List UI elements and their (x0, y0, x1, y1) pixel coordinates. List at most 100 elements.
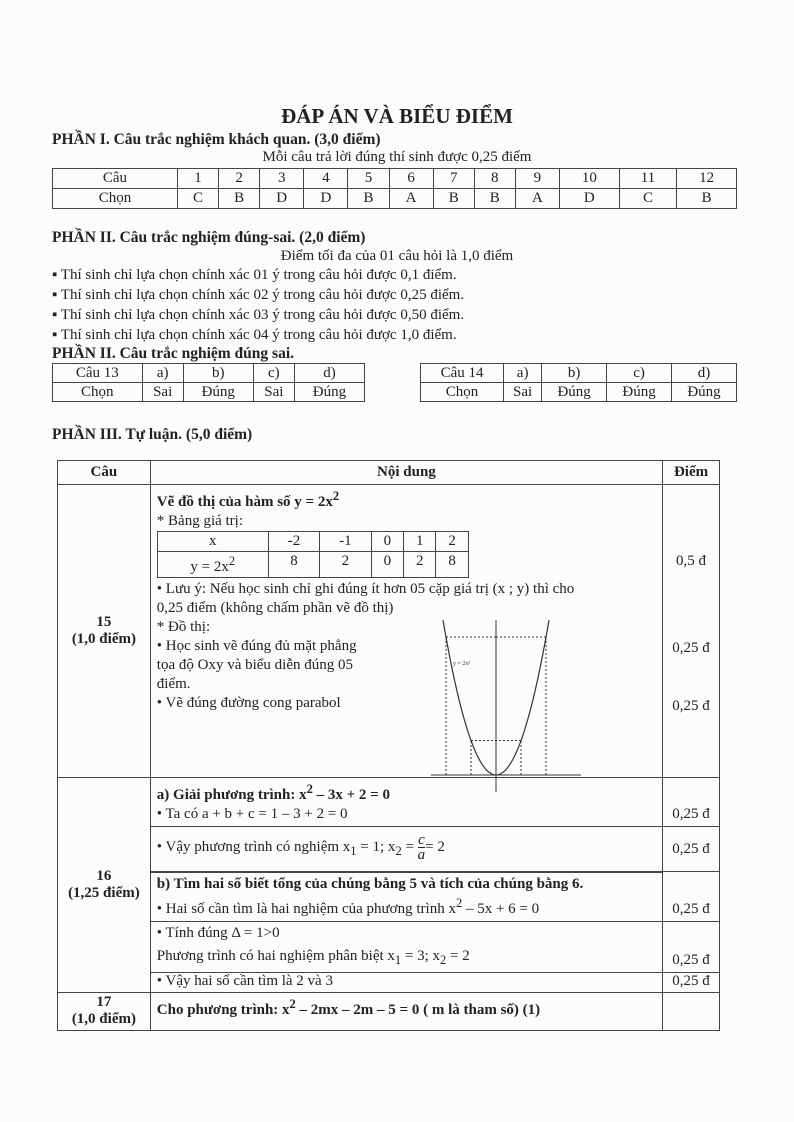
rule: ▪ Thí sinh chỉ lựa chọn chính xác 03 ý t… (52, 307, 465, 323)
q15-bullet-2: • Vẽ đúng đường cong parabol (156, 695, 341, 711)
y-value: 2 (402, 551, 437, 578)
item-label: a) (503, 363, 543, 383)
part2-heading: PHẦN II. Câu trắc nghiệm đúng-sai. (2,0 … (52, 229, 366, 246)
header-diem: Điểm (662, 460, 720, 485)
item-label: d) (293, 363, 366, 383)
q16-label: 16 (1,25 điểm) (57, 777, 151, 993)
q15-bullet-1: • Học sinh vẽ đúng đủ mặt phẳng tọa độ O… (156, 638, 357, 692)
q17-content: Cho phương trình: x2 – 2mx – 2m – 5 = 0 … (149, 991, 664, 1031)
score: 0,25 đ (662, 826, 720, 872)
answer-cell: C (618, 188, 678, 209)
y-value: 8 (267, 551, 321, 578)
answer-cell: D (558, 188, 620, 209)
answer-cell: Đúng (606, 382, 673, 402)
part1-note: Mỗi câu trả lời đúng thí sinh được 0,25 … (262, 149, 532, 165)
question-number: 12 (676, 168, 737, 189)
q15-table-label: * Bảng giá trị: (156, 513, 244, 529)
score: 0,25 đ (662, 871, 720, 922)
row-label: Câu (52, 168, 178, 189)
part1-heading: PHẦN I. Câu trắc nghiệm khách quan. (3,0… (52, 131, 381, 148)
q15-title: Vẽ đồ thị của hàm số y = 2x2 (156, 489, 340, 510)
rule: ▪ Thí sinh chỉ lựa chọn chính xác 04 ý t… (52, 327, 457, 343)
question-label: Câu 14 (419, 363, 505, 383)
question-number: 8 (473, 168, 516, 189)
row-label: Chọn (52, 188, 178, 209)
answer-cell: Đúng (182, 382, 254, 402)
item-label: b) (182, 363, 254, 383)
answer-cell: Đúng (293, 382, 366, 402)
q16-b2: • Tính đúng Δ = 1>0 Phương trình có hai n… (149, 920, 664, 973)
item-label: c) (252, 363, 295, 383)
q15-graph-label: * Đồ thị: (156, 619, 211, 635)
item-label: b) (541, 363, 608, 383)
question-number: 6 (388, 168, 434, 189)
x-value: 0 (370, 531, 405, 552)
question-number: 4 (303, 168, 349, 189)
answer-cell: Sai (503, 382, 543, 402)
answer-cell: B (432, 188, 475, 209)
rule: ▪ Thí sinh chỉ lựa chọn chính xác 01 ý t… (52, 267, 457, 283)
rule: ▪ Thí sinh chỉ lựa chọn chính xác 02 ý t… (52, 287, 465, 303)
q13-table: Câu 13 a) b) c) d) Chọn Sai Đúng Sai Đúng (52, 363, 366, 402)
question-number: 1 (176, 168, 220, 189)
answer-cell: D (259, 188, 305, 209)
question-number: 2 (218, 168, 261, 189)
item-label: a) (141, 363, 184, 383)
parabola-curve (442, 620, 550, 776)
q15-scores: 0,5 đ 0,25 đ 0,25 đ (662, 484, 720, 778)
y-value: 0 (370, 551, 405, 578)
question-number: 7 (432, 168, 475, 189)
q15-label: 15 (1,0 điểm) (57, 484, 151, 778)
answer-cell: A (388, 188, 434, 209)
score: 0,25 đ (662, 777, 720, 827)
page-title: ĐÁP ÁN VÀ BIỂU ĐIỂM (281, 104, 513, 128)
q16-b: b) Tìm hai số biết tổng của chúng bằng 5… (149, 870, 664, 922)
value-table: x -2 -1 0 1 2 y = 2x2 8 2 0 2 8 (156, 531, 469, 578)
answer-cell: C (176, 188, 220, 209)
question-number: 9 (514, 168, 560, 189)
answer-cell: B (676, 188, 737, 209)
question-number: 11 (618, 168, 678, 189)
x-value: 1 (402, 531, 437, 552)
score: 0,25 đ (662, 920, 720, 973)
score: 0,25 đ (662, 971, 720, 993)
answer-cell: B (218, 188, 261, 209)
answer-cell: B (347, 188, 390, 209)
question-number: 5 (347, 168, 390, 189)
answer-cell: Đúng (541, 382, 608, 402)
answer-cell: A (514, 188, 560, 209)
header-noi-dung: Nội dung (149, 460, 664, 485)
x-value: -2 (267, 531, 321, 552)
answer-cell: Sai (252, 382, 295, 402)
part2-heading-2: PHẦN II. Câu trắc nghiệm đúng sai. (52, 345, 294, 362)
q15-note: • Lưu ý: Nếu học sinh chỉ ghi đúng ít hơ… (156, 581, 575, 616)
part1-answer-table: Câu 1 2 3 4 5 6 7 8 9 10 11 12 Chọn C B D D B A B B A D C B (52, 168, 737, 209)
x-value: -1 (319, 531, 372, 552)
choose-label: Chọn (52, 382, 143, 402)
question-label: Câu 13 (52, 363, 143, 383)
choose-label: Chọn (419, 382, 505, 402)
item-label: d) (671, 363, 737, 383)
question-number: 3 (259, 168, 305, 189)
x-value: 2 (435, 531, 469, 552)
parabola-graph: y = 2x² (430, 620, 581, 792)
q15-content: Vẽ đồ thị của hàm số y = 2x2 * Bảng giá … (149, 484, 664, 792)
answer-cell: D (303, 188, 349, 209)
part3-table: Câu Nội dung Điểm 15 (1,0 điểm) Vẽ đồ thị… (57, 460, 720, 1031)
answer-cell: Sai (141, 382, 184, 402)
answer-cell: B (473, 188, 516, 209)
q17-score (662, 991, 720, 1031)
q17-label: 17 (1,0 điểm) (57, 991, 151, 1031)
item-label: c) (606, 363, 673, 383)
q16-b4: • Vậy hai số cần tìm là 2 và 3 (149, 971, 664, 993)
answer-cell: Đúng (671, 382, 737, 402)
part2-note: Điểm tối đa của 01 câu hỏi là 1,0 điểm (280, 248, 514, 264)
question-number: 10 (558, 168, 620, 189)
q14-table: Câu 14 a) b) c) d) Chọn Sai Đúng Đúng Đúng (419, 363, 737, 402)
y-value: 8 (435, 551, 469, 578)
q16-a2: • Vậy phương trình có nghiệm x1 = 1; x2 … (149, 826, 664, 872)
part3-heading: PHẦN III. Tự luận. (5,0 điểm) (52, 426, 253, 443)
header-cau: Câu (57, 460, 151, 485)
function-label: y = 2x² (453, 661, 470, 667)
